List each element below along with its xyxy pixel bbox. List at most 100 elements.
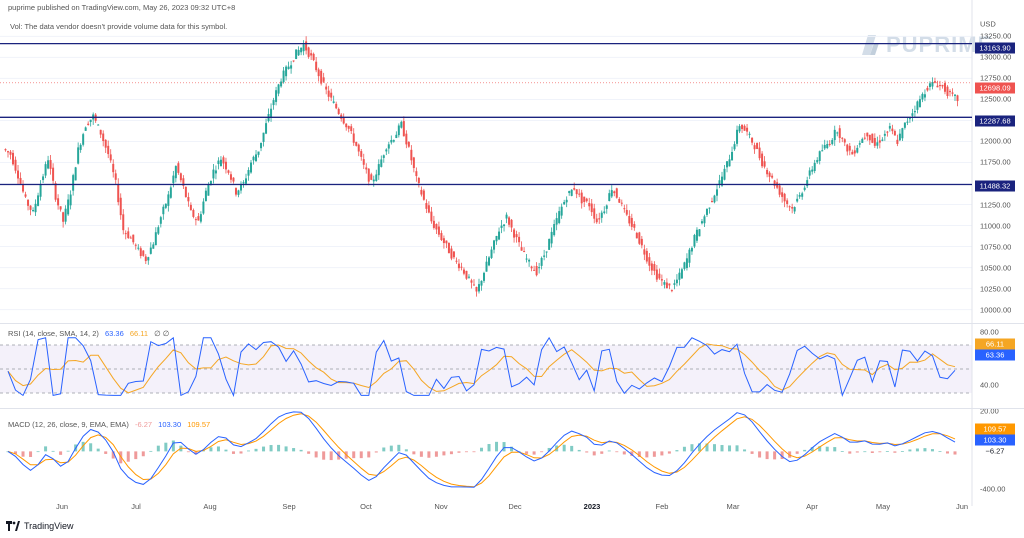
price-axis-tick: 13250.00: [980, 31, 1012, 41]
candle-body: [893, 131, 896, 136]
candle-body: [395, 134, 398, 139]
rsi-chart[interactable]: [0, 323, 1024, 408]
macd-histogram-bar: [21, 451, 25, 457]
candle-body: [753, 145, 756, 150]
candle-body: [821, 150, 824, 152]
rsi-ma-label: 66.11: [975, 338, 1015, 350]
candle-body: [217, 160, 220, 165]
macd-histogram-bar: [81, 441, 85, 452]
rsi-axis-20: 20.00: [980, 406, 999, 416]
candle-body: [207, 185, 210, 196]
price-axis-tick: 12000.00: [980, 136, 1012, 146]
tradingview-footer[interactable]: TradingView: [6, 521, 74, 531]
time-axis[interactable]: Jun Jul Aug Sep Oct Nov Dec 2023 Feb Mar Apr May Jun: [0, 500, 972, 514]
macd-chart[interactable]: [0, 408, 1024, 506]
macd-histogram-bar: [292, 448, 296, 452]
macd-histogram-bar: [171, 440, 175, 452]
candle-body: [678, 272, 681, 280]
macd-histogram-bar: [487, 444, 491, 452]
candle-body: [355, 141, 358, 146]
price-axis-tick: 12750.00: [980, 73, 1012, 83]
candle-body: [588, 203, 591, 207]
candle-body: [317, 69, 320, 77]
candle-body: [480, 280, 483, 286]
rsi-legend: RSI (14, close, SMA, 14, 2) 63.36 66.11 …: [8, 329, 169, 338]
macd-histogram-bar: [525, 451, 529, 454]
candle-body: [315, 61, 318, 71]
candle-body: [756, 142, 759, 149]
candle-body: [137, 247, 140, 249]
candle-body: [37, 195, 40, 206]
candlestick-chart[interactable]: [0, 0, 1024, 323]
candle-body: [102, 133, 105, 142]
rsi-panel[interactable]: RSI (14, close, SMA, 14, 2) 63.36 66.11 …: [0, 323, 1024, 416]
candle-body: [227, 170, 230, 173]
candle-body: [938, 85, 941, 87]
candle-body: [54, 183, 57, 200]
candle-body: [109, 154, 112, 161]
candle-body: [498, 231, 501, 240]
candle-body: [768, 172, 771, 177]
price-panel[interactable]: USD 13250.0013000.0012750.0012500.001225…: [0, 0, 1024, 323]
macd-histogram-bar: [359, 451, 363, 459]
candle-body: [533, 269, 536, 271]
macd-histogram-bar: [457, 451, 461, 453]
candle-body: [540, 257, 543, 266]
candle-body: [515, 234, 518, 238]
macd-histogram-bar: [149, 450, 153, 452]
macd-axis[interactable]: -400.00: [972, 408, 1024, 506]
macd-histogram-bar: [885, 451, 889, 452]
pane-separator[interactable]: [0, 408, 1024, 409]
candle-body: [563, 201, 566, 205]
candle-body: [187, 197, 190, 202]
candle-body: [723, 168, 726, 180]
candle-body: [365, 167, 368, 170]
candle-body: [182, 178, 185, 186]
candle-body: [738, 126, 741, 132]
macd-histogram-bar: [915, 448, 919, 452]
macd-histogram-bar: [945, 451, 949, 454]
candle-body: [312, 53, 315, 61]
candle-body: [603, 211, 606, 213]
candle-body: [700, 221, 703, 224]
macd-histogram-bar: [126, 451, 130, 462]
candle-body: [385, 149, 388, 152]
macd-histogram-bar: [352, 451, 356, 459]
candle-body: [157, 227, 160, 234]
candle-body: [194, 219, 197, 221]
tradingview-logo-icon: [6, 521, 20, 531]
candle-body: [535, 266, 538, 276]
candle-body: [455, 260, 458, 262]
candle-body: [437, 226, 440, 235]
candle-body: [493, 240, 496, 250]
time-axis-label: Oct: [360, 502, 372, 511]
candle-body: [906, 121, 909, 123]
macd-histogram-bar: [622, 451, 626, 455]
candle-body: [946, 86, 949, 97]
candle-body: [608, 193, 611, 201]
macd-histogram-bar: [690, 444, 694, 452]
macd-histogram-bar: [247, 450, 251, 452]
macd-histogram-bar: [675, 450, 679, 452]
pane-separator[interactable]: [0, 323, 1024, 324]
rsi-ma-line: [7, 343, 956, 394]
macd-histogram-bar: [412, 451, 416, 455]
candle-body: [405, 133, 408, 145]
macd-histogram-bar: [104, 451, 108, 454]
macd-histogram-bar: [630, 451, 634, 456]
candle-body: [791, 207, 794, 209]
macd-value-label: 103.30: [975, 434, 1015, 446]
rsi-axis[interactable]: 80.00 40.00 20.00: [972, 323, 1024, 416]
time-axis-label: Feb: [655, 502, 669, 511]
macd-panel[interactable]: MACD (12, 26, close, 9, EMA, EMA) -6.27 …: [0, 408, 1024, 506]
candle-body: [733, 144, 736, 150]
candle-body: [327, 90, 330, 97]
candle-body: [114, 173, 117, 180]
candle-body: [841, 137, 844, 139]
candle-body: [144, 256, 147, 262]
macd-histogram-bar: [818, 446, 822, 452]
candle-body: [645, 250, 648, 262]
candle-body: [49, 160, 52, 169]
candle-body: [265, 123, 268, 134]
candle-body: [377, 164, 380, 176]
